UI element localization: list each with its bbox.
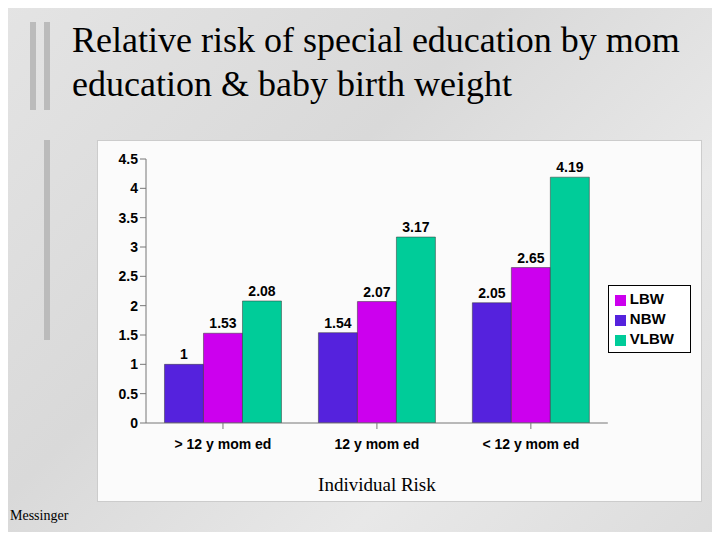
- svg-text:3.17: 3.17: [402, 219, 429, 235]
- svg-text:0: 0: [130, 415, 138, 431]
- svg-text:1.54: 1.54: [324, 315, 351, 331]
- svg-text:2: 2: [130, 298, 138, 314]
- svg-text:2.07: 2.07: [363, 284, 390, 300]
- svg-text:2.5: 2.5: [119, 268, 139, 284]
- svg-text:1.5: 1.5: [119, 327, 139, 343]
- html-text:VLBW: VLBW: [629, 330, 674, 347]
- html-text:NBW: NBW: [629, 310, 666, 327]
- svg-text:2.65: 2.65: [517, 250, 544, 266]
- html-text:LBW: LBW: [629, 290, 664, 307]
- svg-text:< 12 y mom ed: < 12 y mom ed: [482, 436, 579, 452]
- svg-text:12 y mom ed: 12 y mom ed: [335, 436, 420, 452]
- svg-text:1: 1: [180, 346, 188, 362]
- svg-text:Individual Risk: Individual Risk: [318, 474, 436, 495]
- html-text:Relative risk of special educa: Relative risk of special education by mo…: [72, 20, 680, 104]
- svg-text:2.05: 2.05: [478, 285, 505, 301]
- svg-text:2.08: 2.08: [248, 283, 275, 299]
- svg-text:> 12 y mom ed: > 12 y mom ed: [175, 436, 272, 452]
- svg-text:3: 3: [130, 239, 138, 255]
- svg-text:1: 1: [130, 356, 138, 372]
- svg-text:0.5: 0.5: [119, 386, 139, 402]
- html-text:Messinger: Messinger: [10, 508, 69, 523]
- svg-text:4: 4: [130, 180, 138, 196]
- svg-text:4.19: 4.19: [556, 159, 583, 175]
- svg-text:4.5: 4.5: [119, 151, 139, 167]
- svg-text:3.5: 3.5: [119, 210, 139, 226]
- svg-text:1.53: 1.53: [209, 315, 236, 331]
